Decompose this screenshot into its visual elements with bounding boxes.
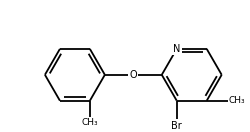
Text: CH₃: CH₃ xyxy=(82,118,98,127)
Text: O: O xyxy=(130,70,137,80)
Text: N: N xyxy=(173,44,180,54)
Text: CH₃: CH₃ xyxy=(229,96,245,105)
Text: Br: Br xyxy=(172,121,182,131)
